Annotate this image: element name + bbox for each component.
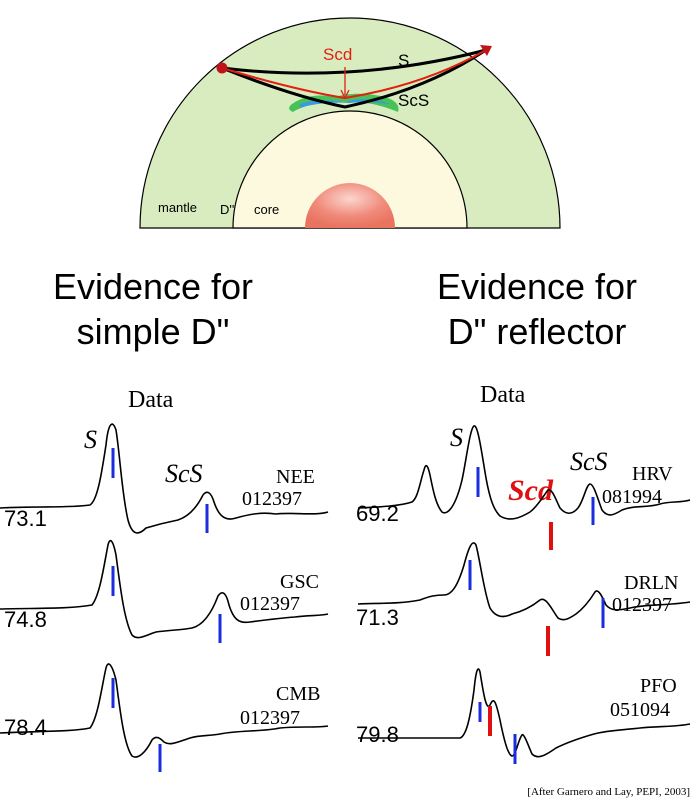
right-trace-1-station: HRV [632, 463, 673, 485]
left-trace-3-station: CMB [276, 683, 320, 705]
heading-left-line2: simple D" [77, 311, 230, 352]
left-trace-2-station: GSC [280, 571, 319, 593]
label-scd: Scd [323, 45, 352, 64]
inner-core [305, 183, 395, 228]
right-data-label: Data [480, 382, 526, 408]
right-trace-3-station: PFO [640, 675, 677, 697]
left-phase-scs: ScS [165, 459, 203, 488]
left-phase-s: S [84, 425, 97, 454]
right-panel: Data S ScS Scd 69.2 HRV 081994 71.3 DRLN… [356, 382, 691, 764]
right-trace-1 [357, 425, 691, 520]
ray-scs [221, 48, 487, 109]
left-trace-1 [0, 423, 329, 534]
right-trace-2-station: DRLN [624, 572, 678, 594]
citation: [After Garnero and Lay, PEPI, 2003] [527, 786, 690, 798]
heading-left-line1: Evidence for [53, 266, 253, 307]
earth-cross-section: Scd S ScS mantle D'' core [139, 17, 561, 229]
left-trace-2 [0, 539, 329, 639]
right-trace-2-date: 012397 [612, 594, 672, 616]
left-trace-3-distance: 78.4 [4, 715, 47, 740]
heading-right-line1: Evidence for [437, 266, 637, 307]
source-marker [216, 62, 228, 74]
left-panel: Data S ScS 73.1 NEE 012397 74.8 GSC 0123… [0, 387, 329, 772]
right-trace-3-distance: 79.8 [356, 722, 399, 747]
right-trace-2 [357, 542, 691, 621]
right-trace-1-date: 081994 [602, 486, 662, 508]
right-phase-scd: Scd [508, 474, 554, 507]
d-layer-green [289, 93, 399, 112]
label-mantle: mantle [158, 200, 197, 215]
left-trace-1-distance: 73.1 [4, 506, 47, 531]
label-d-double-prime: D'' [220, 202, 234, 217]
right-phase-scs: ScS [570, 447, 608, 476]
right-trace-3-date: 051094 [610, 699, 670, 721]
outer-core [232, 110, 468, 229]
left-data-label: Data [128, 387, 174, 413]
heading-right-line2: D" reflector [448, 311, 627, 352]
receiver-marker [480, 45, 492, 56]
left-trace-1-station: NEE [276, 466, 315, 488]
left-trace-2-date: 012397 [240, 593, 300, 615]
label-core: core [254, 202, 279, 217]
right-phase-s: S [450, 423, 463, 452]
left-trace-1-date: 012397 [242, 488, 302, 510]
left-trace-3-date: 012397 [240, 707, 300, 729]
ray-s [221, 48, 487, 75]
label-s: S [398, 51, 409, 70]
scd-arrowhead [340, 89, 350, 100]
right-trace-3 [358, 668, 691, 758]
left-trace-2-distance: 74.8 [4, 607, 47, 632]
right-trace-2-distance: 71.3 [356, 605, 399, 630]
left-trace-3 [0, 663, 329, 758]
right-trace-1-distance: 69.2 [356, 501, 399, 526]
headings: Evidence for simple D" Evidence for D" r… [53, 266, 637, 352]
label-scs: ScS [398, 91, 429, 110]
